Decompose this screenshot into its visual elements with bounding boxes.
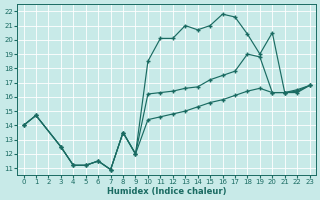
X-axis label: Humidex (Indice chaleur): Humidex (Indice chaleur) [107,187,226,196]
